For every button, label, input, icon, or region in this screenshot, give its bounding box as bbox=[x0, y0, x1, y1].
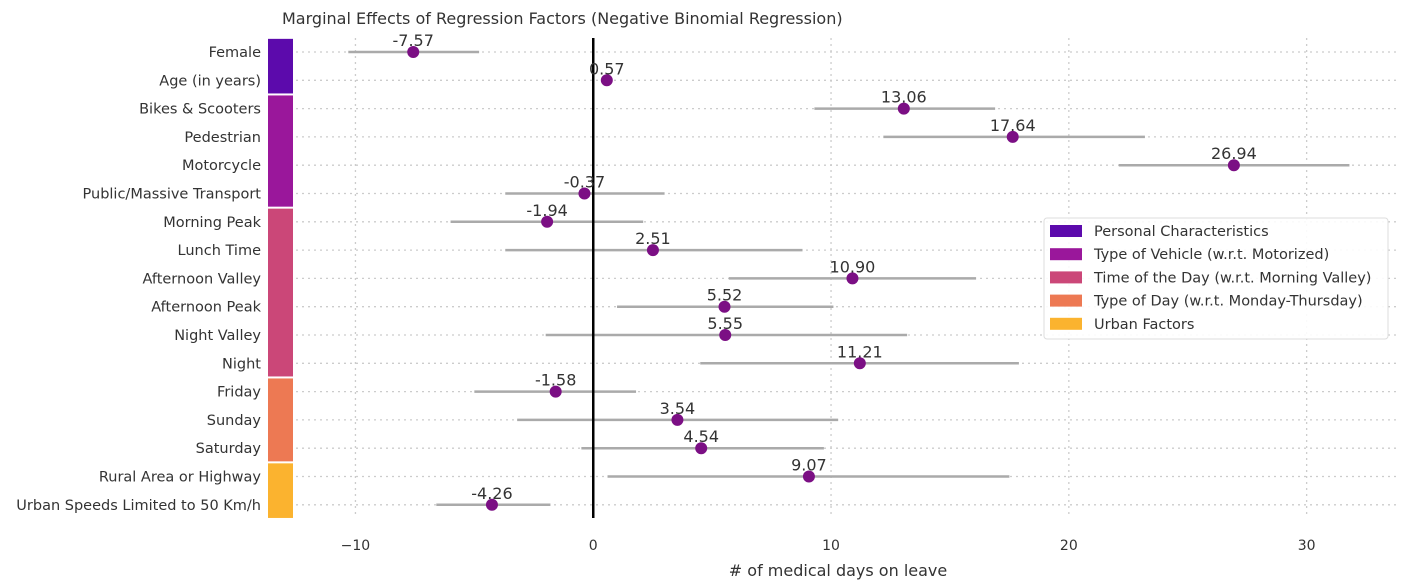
factor-label: Morning Peak bbox=[163, 215, 261, 231]
legend-swatch bbox=[1050, 225, 1082, 237]
data-value-label: -1.58 bbox=[535, 371, 576, 390]
data-value-label: 26.94 bbox=[1211, 144, 1257, 163]
legend-entry-label: Urban Factors bbox=[1094, 317, 1194, 333]
data-value-label: 2.51 bbox=[635, 229, 671, 248]
data-point bbox=[1006, 130, 1019, 143]
estimate-points bbox=[407, 46, 1240, 511]
value-labels: -7.57 0.57 13.06 17.64 26.94 -0.37 -1.94 2.51 10… bbox=[393, 31, 1257, 503]
factor-label: Motorcycle bbox=[182, 158, 261, 174]
data-point bbox=[853, 357, 866, 370]
legend-entry-label: Time of the Day (w.r.t. Morning Valley) bbox=[1093, 270, 1371, 286]
group-color-bars bbox=[268, 38, 293, 518]
data-point bbox=[1227, 159, 1240, 172]
data-point bbox=[549, 385, 562, 398]
x-tick-label: 30 bbox=[1298, 538, 1316, 554]
data-point bbox=[600, 74, 613, 87]
factor-label: Female bbox=[209, 45, 262, 61]
factor-label: Friday bbox=[217, 385, 261, 401]
data-point bbox=[846, 272, 859, 285]
data-value-label: -1.94 bbox=[526, 201, 567, 220]
data-point bbox=[407, 46, 420, 58]
factor-label: Lunch Time bbox=[178, 243, 262, 259]
data-value-label: 17.64 bbox=[990, 116, 1036, 135]
data-value-label: 4.54 bbox=[683, 427, 719, 446]
factor-label: Rural Area or Highway bbox=[99, 470, 262, 486]
x-tick-label: 0 bbox=[589, 538, 598, 554]
factor-label: Sunday bbox=[207, 413, 262, 429]
data-point bbox=[695, 442, 708, 455]
data-point bbox=[718, 300, 731, 313]
x-axis-label: # of medical days on leave bbox=[729, 561, 947, 580]
data-point bbox=[719, 329, 732, 341]
group-bar bbox=[268, 378, 293, 462]
legend-swatch bbox=[1050, 317, 1082, 330]
factor-label: Night Valley bbox=[174, 328, 261, 344]
data-point bbox=[897, 102, 910, 115]
factor-label: Saturday bbox=[196, 441, 262, 457]
legend-entry-label: Type of Vehicle (w.r.t. Motorized) bbox=[1093, 247, 1329, 263]
data-point bbox=[671, 413, 684, 426]
data-value-label: 10.90 bbox=[830, 257, 876, 276]
factor-labels: Female Age (in years) Bikes & Scooters Pede… bbox=[16, 45, 261, 514]
legend-swatch bbox=[1050, 248, 1082, 261]
factor-label: Public/Massive Transport bbox=[83, 187, 262, 203]
data-point bbox=[802, 470, 815, 483]
factor-label: Age (in years) bbox=[159, 73, 261, 89]
factor-label: Afternoon Valley bbox=[142, 271, 261, 287]
group-bar bbox=[268, 463, 293, 518]
factor-label: Urban Speeds Limited to 50 Km/h bbox=[16, 498, 261, 514]
data-value-label: 0.57 bbox=[589, 59, 625, 78]
data-value-label: -0.37 bbox=[564, 173, 605, 192]
factor-label: Night bbox=[222, 356, 261, 372]
legend-frame bbox=[1043, 217, 1389, 340]
data-point bbox=[646, 244, 659, 257]
legend-entry-label: Personal Characteristics bbox=[1094, 224, 1269, 240]
data-value-label: 5.55 bbox=[707, 314, 743, 333]
factor-label: Bikes & Scooters bbox=[139, 102, 261, 118]
group-bar bbox=[268, 208, 293, 377]
data-value-label: -4.26 bbox=[471, 484, 512, 503]
data-value-label: 13.06 bbox=[881, 88, 927, 107]
chart-title: Marginal Effects of Regression Factors (… bbox=[282, 9, 843, 28]
legend: Personal Characteristics Type of Vehicle … bbox=[1043, 217, 1389, 340]
group-bar bbox=[268, 38, 293, 94]
legend-entry-label: Type of Day (w.r.t. Monday-Thursday) bbox=[1093, 294, 1363, 310]
x-tick-label: 10 bbox=[822, 538, 840, 554]
data-point bbox=[485, 498, 498, 511]
data-value-label: 11.21 bbox=[837, 342, 883, 361]
factor-label: Pedestrian bbox=[184, 130, 261, 146]
data-value-label: -7.57 bbox=[393, 31, 434, 50]
data-point bbox=[578, 187, 591, 200]
group-bar bbox=[268, 95, 293, 207]
x-tick-label: 20 bbox=[1060, 538, 1078, 554]
data-value-label: 9.07 bbox=[791, 456, 827, 475]
legend-swatch bbox=[1050, 294, 1082, 307]
data-value-label: 3.54 bbox=[660, 399, 696, 418]
data-point bbox=[541, 215, 554, 228]
x-tick-label: −10 bbox=[341, 538, 371, 554]
legend-swatch bbox=[1050, 271, 1082, 284]
factor-label: Afternoon Peak bbox=[151, 300, 261, 316]
x-tick-labels: −10 0 10 20 30 bbox=[341, 538, 1316, 554]
data-value-label: 5.52 bbox=[707, 286, 743, 305]
